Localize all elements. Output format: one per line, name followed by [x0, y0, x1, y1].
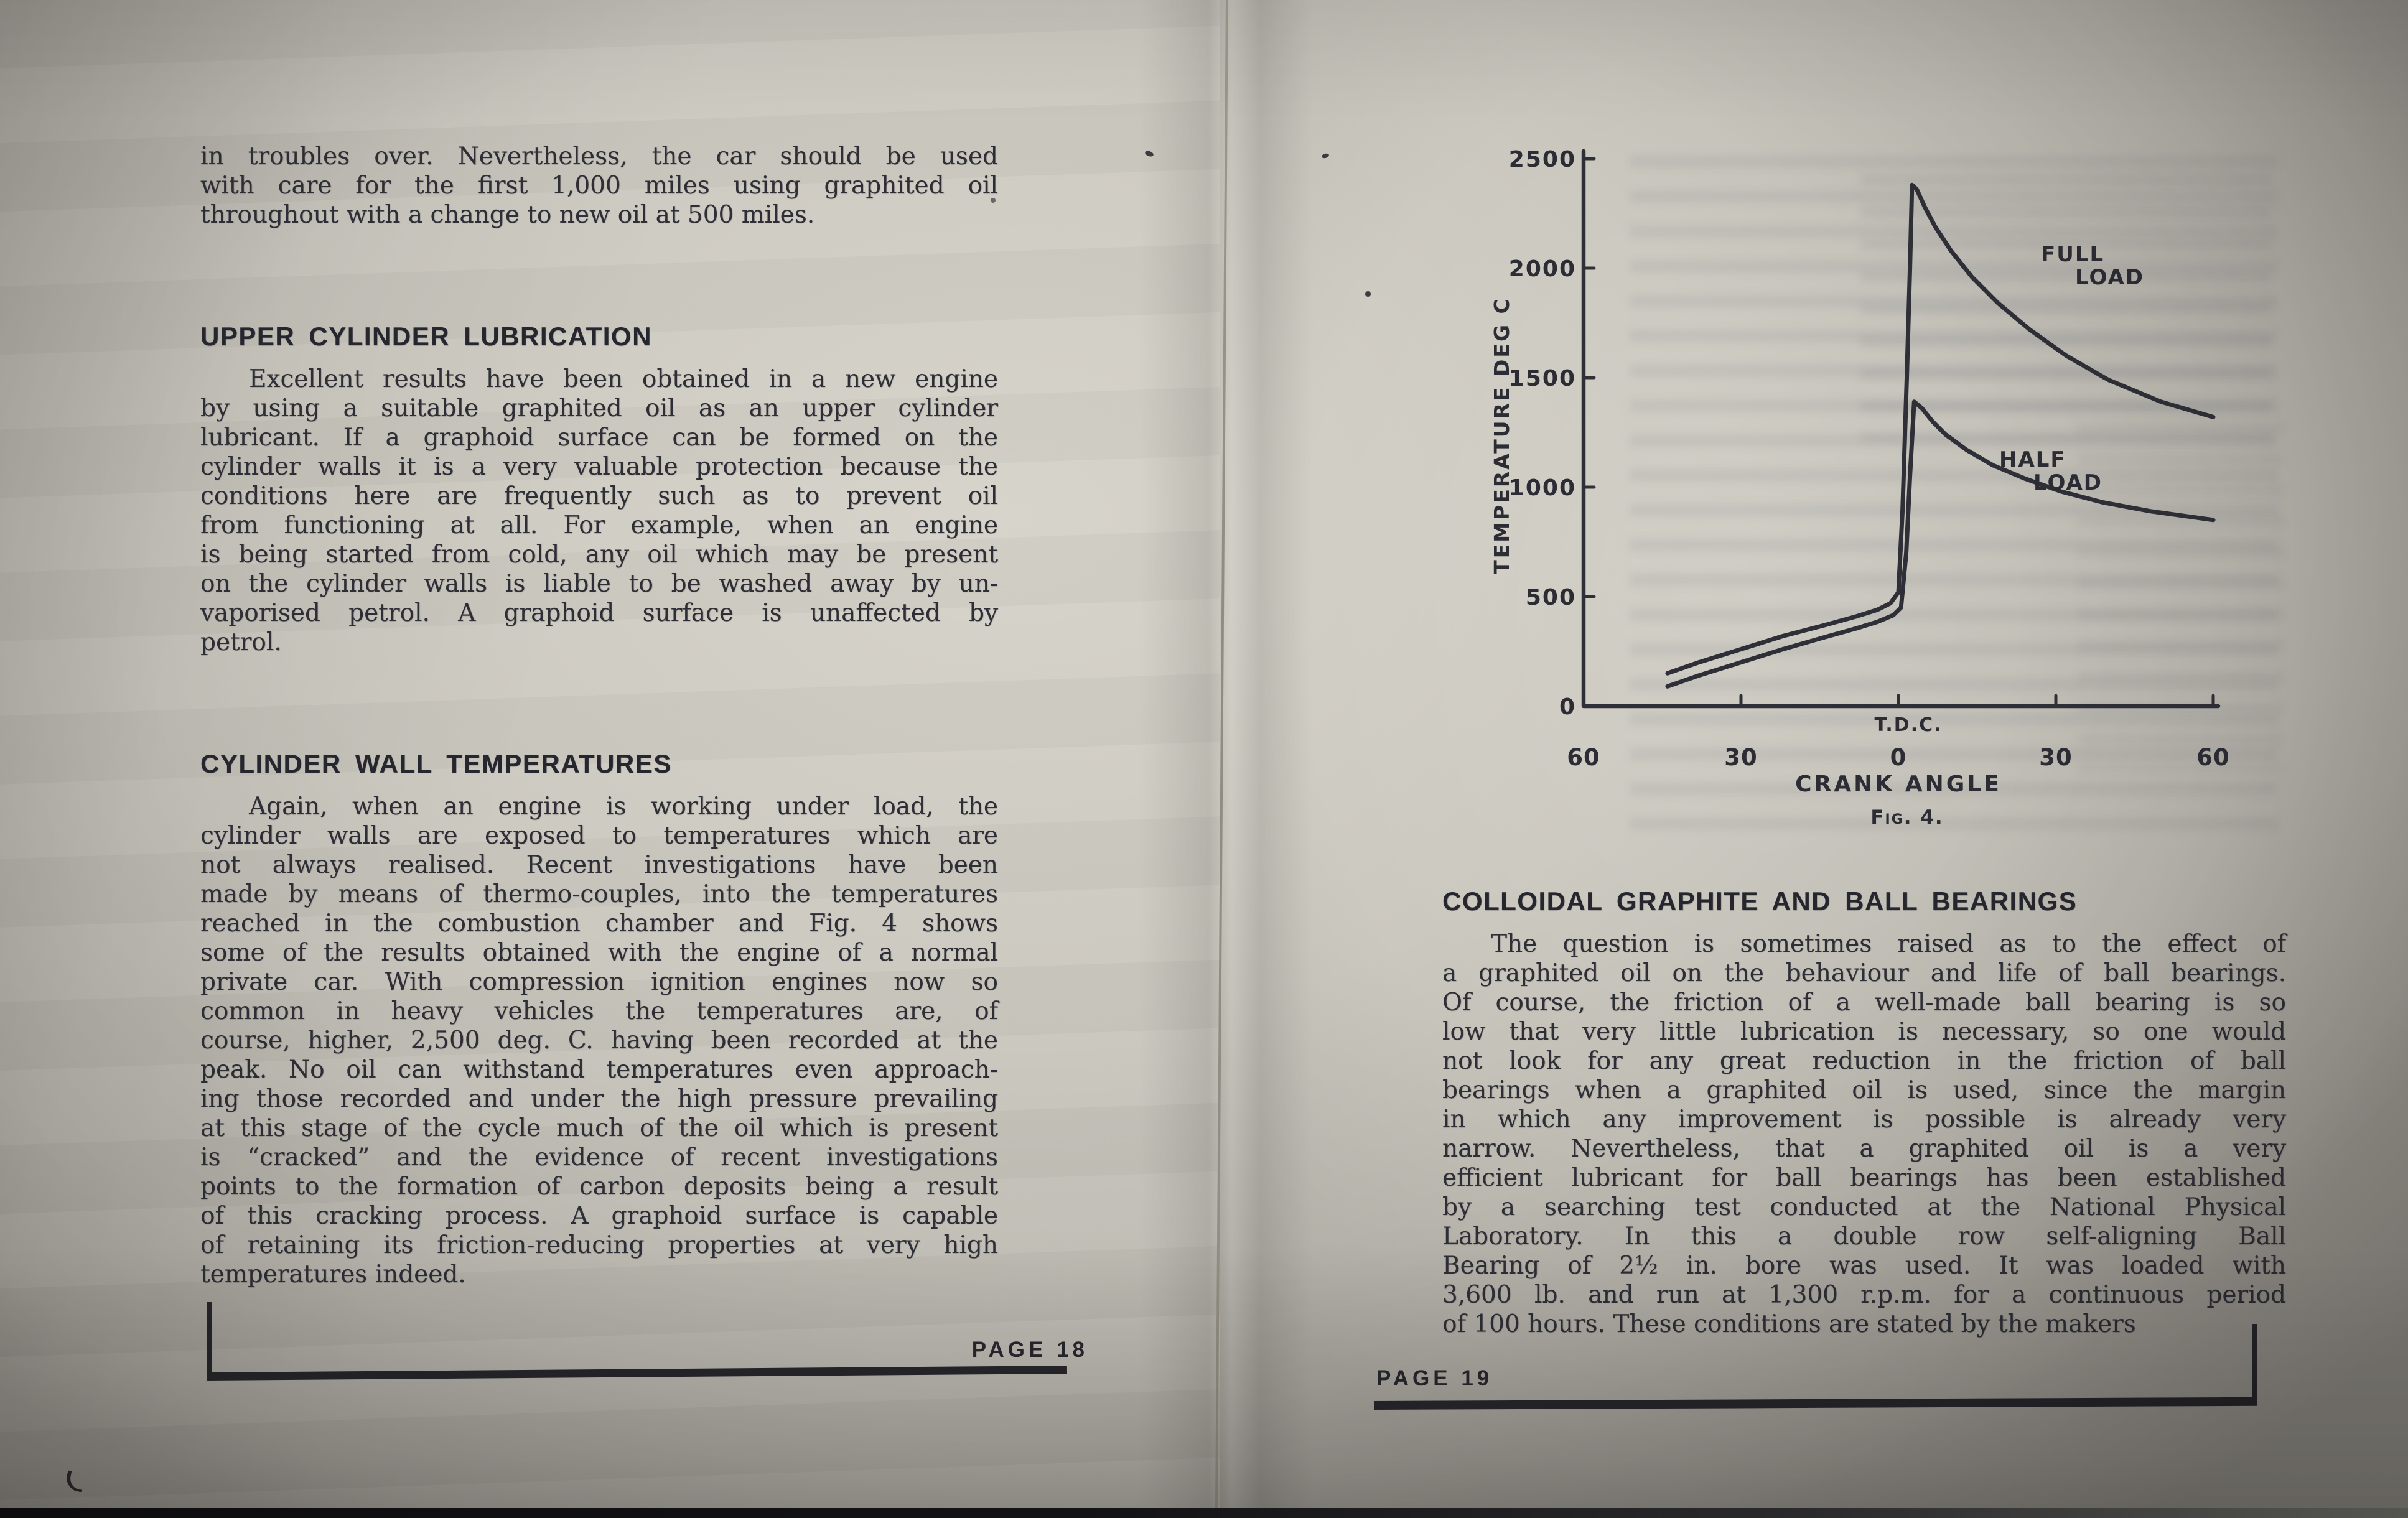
text-line: is being started from cold, any oil whic…: [200, 541, 998, 569]
section-heading: CYLINDER WALL TEMPERATURES: [200, 749, 672, 778]
text-line: bearings when a graphited oil is used, s…: [1442, 1076, 2286, 1104]
text-line: conditions here are frequently such as t…: [200, 482, 998, 510]
text-line: at this stage of the cycle much of the o…: [200, 1114, 998, 1142]
text-line: on the cylinder walls is liable to be wa…: [200, 570, 998, 598]
text-line: low that very little lubrication is nece…: [1442, 1018, 2286, 1046]
text-line: temperatures indeed.: [200, 1260, 466, 1288]
series-label: LOAD: [2033, 470, 2102, 495]
body-paragraph: Again, when an engine is working under l…: [200, 792, 998, 1289]
series-curve: [1665, 399, 2216, 689]
dust-speck: [1365, 291, 1371, 297]
text-line: not look for any great reduction in the …: [1442, 1047, 2286, 1075]
text-line: The question is sometimes raised as to t…: [1491, 930, 2286, 958]
text-line: efficient lubricant for ball bearings ha…: [1442, 1164, 2286, 1192]
text-line: a graphited oil on the behaviour and lif…: [1442, 959, 2286, 987]
x-tick-label: 60: [1567, 744, 1600, 771]
y-tick-label: 2000: [1509, 256, 1576, 282]
text-line: of 100 hours. These conditions are state…: [1442, 1310, 2136, 1338]
series-label: HALF: [1999, 447, 2066, 472]
text-line: peak. No oil can withstand temperatures …: [200, 1056, 998, 1084]
section-heading: UPPER CYLINDER LUBRICATION: [200, 322, 652, 351]
text-line: some of the results obtained with the en…: [200, 939, 998, 967]
text-line: in which any improvement is possible is …: [1442, 1106, 2286, 1134]
gutter-shadow: [1139, 0, 1313, 1518]
x-tick-label: 30: [2039, 744, 2073, 771]
text-line: of this cracking process. A graphoid sur…: [200, 1202, 998, 1230]
y-tick-label: 2500: [1509, 147, 1576, 172]
gutter-crease: [1215, 0, 1228, 1518]
body-paragraph: The question is sometimes raised as to t…: [1442, 929, 2286, 1339]
y-tick-label: 1000: [1509, 475, 1576, 501]
right-page-text: COLLOIDAL GRAPHITE AND BALL BEARINGS The …: [1442, 887, 2286, 1339]
text-line: made by means of thermo-couples, into th…: [200, 880, 998, 908]
text-line: cylinder walls it is a very valuable pro…: [200, 453, 998, 481]
text-line: by using a suitable graphited oil as an …: [200, 394, 998, 422]
text-line: not always realised. Recent investigatio…: [200, 851, 998, 879]
crank-angle-temperature-chart: 2500 2000 1500 1000 500 0 60 30 0 T.D.C. 30 60 CRANK…: [1490, 147, 2230, 829]
footer-corner-bracket-right: [2252, 1324, 2257, 1405]
text-line: reached in the combustion chamber and Fi…: [200, 910, 998, 938]
series-curve: [1665, 182, 2216, 676]
dust-speck: [1144, 149, 1154, 158]
text-line: of retaining its friction-reducing prope…: [200, 1231, 998, 1259]
text-line: is “cracked” and the evidence of recent …: [200, 1143, 998, 1171]
footer-rule-left: [207, 1366, 1068, 1381]
text-line: private car. With compression ignition e…: [200, 968, 998, 996]
text-line: in troubles over. Nevertheless, the car …: [200, 142, 998, 170]
text-line: cylinder walls are exposed to temperatur…: [200, 822, 998, 850]
text-line: vaporised petrol. A graphoid surface is …: [200, 599, 998, 627]
y-tick-label: 500: [1526, 585, 1576, 610]
series-label: FULL: [2041, 242, 2104, 267]
series-label: LOAD: [2075, 265, 2144, 290]
y-axis-title: TEMPERATURE DEG C: [1490, 297, 1514, 574]
text-line: narrow. Nevertheless, that a graphited o…: [1442, 1135, 2286, 1163]
text-line: Of course, the friction of a well-made b…: [1442, 989, 2286, 1017]
text-line: Again, when an engine is working under l…: [249, 793, 998, 821]
section-heading: COLLOIDAL GRAPHITE AND BALL BEARINGS: [1442, 887, 2078, 916]
dust-speck: [991, 198, 996, 203]
x-axis-title: CRANK ANGLE: [1795, 771, 2002, 797]
text-line: 3,600 lb. and run at 1,300 r.p.m. for a …: [1442, 1281, 2286, 1309]
x-tick-label: 60: [2196, 744, 2230, 771]
x-tick-label: 0: [1890, 744, 1907, 771]
text-line: throughout with a change to new oil at 5…: [200, 201, 815, 229]
left-page-text: in troubles over. Nevertheless, the car …: [200, 142, 998, 1289]
chart-axes: [1581, 149, 2221, 709]
tdc-note: T.D.C.: [1874, 714, 1942, 736]
y-tick-label: 0: [1559, 694, 1576, 720]
pen-mark: [64, 1470, 85, 1492]
text-line: ing those recorded and under the high pr…: [200, 1085, 998, 1113]
text-line: course, higher, 2,500 deg. C. having bee…: [200, 1027, 998, 1055]
text-line: with care for the first 1,000 miles usin…: [200, 172, 998, 200]
body-paragraph: Excellent results have been obtained in …: [200, 365, 998, 657]
text-line: petrol.: [200, 628, 282, 656]
text-line: common in heavy vehicles the temperature…: [200, 997, 998, 1025]
footer-corner-bracket-left: [207, 1302, 212, 1377]
figure-4: 2500 2000 1500 1000 500 0 60 30 0 T.D.C. 30 60 CRANK…: [1462, 143, 2284, 834]
text-line: Excellent results have been obtained in …: [249, 365, 998, 393]
text-line: Laboratory. In this a double row self-al…: [1442, 1222, 2286, 1250]
body-paragraph: in troubles over. Nevertheless, the car …: [200, 142, 998, 230]
photo-bottom-edge: [0, 1508, 2408, 1518]
page-number-left: PAGE 18: [971, 1338, 1088, 1362]
text-line: Bearing of 2½ in. bore was used. It was …: [1442, 1252, 2286, 1280]
footer-rule-right: [1373, 1397, 2258, 1410]
text-line: points to the formation of carbon deposi…: [200, 1173, 998, 1201]
dust-speck: [1321, 152, 1330, 159]
text-line: from functioning at all. For example, wh…: [200, 511, 998, 539]
text-line: lubricant. If a graphoid surface can be …: [200, 424, 998, 452]
y-tick-label: 1500: [1509, 366, 1576, 391]
figure-caption: Fig. 4.: [1870, 806, 1943, 829]
text-line: by a searching test conducted at the Nat…: [1442, 1193, 2286, 1221]
page-number-right: PAGE 19: [1376, 1366, 1493, 1390]
x-tick-label: 30: [1724, 744, 1758, 771]
